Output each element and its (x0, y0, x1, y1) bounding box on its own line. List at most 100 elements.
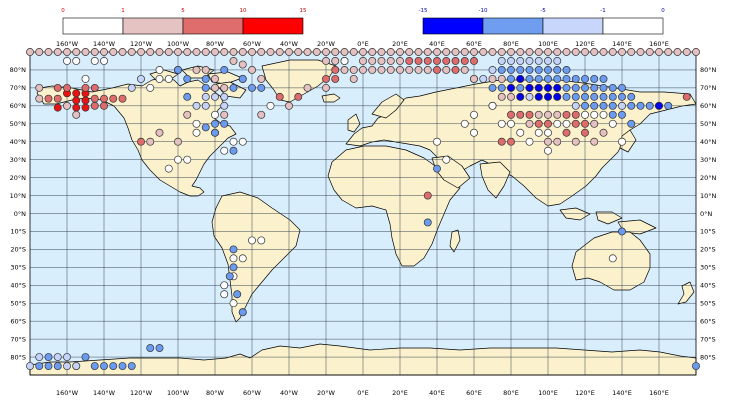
station-marker (275, 92, 284, 101)
station-marker (155, 74, 164, 83)
station-marker (581, 83, 589, 92)
station-marker (534, 119, 543, 128)
station-marker (451, 65, 460, 74)
station-marker (562, 119, 571, 128)
lat-tick-label-right: 50°N (700, 120, 717, 128)
negative-legend-swatch (542, 17, 604, 35)
lat-tick-label-right: 20°N (700, 174, 717, 182)
station-marker (211, 83, 219, 92)
lat-tick-label-right: 40°S (700, 282, 716, 290)
lon-tick-label-top: 100°W (167, 40, 190, 48)
station-marker (488, 101, 497, 110)
lat-tick-label-right: 30°S (700, 264, 716, 272)
land-india (479, 161, 511, 199)
lon-tick-label-bottom: 120°W (130, 389, 153, 397)
lat-tick-label-right: 60°N (700, 102, 717, 110)
positive-legend-swatch (182, 17, 244, 35)
negative-legend-label: -1 (600, 8, 605, 14)
station-marker (544, 92, 552, 101)
station-marker (544, 146, 552, 155)
station-marker (211, 119, 219, 128)
station-marker (44, 353, 53, 362)
station-marker (322, 83, 330, 92)
positive-legend: 0 1 5 10 15 (61, 8, 307, 35)
station-marker (497, 65, 506, 74)
station-marker (618, 48, 626, 56)
station-marker (63, 101, 71, 110)
station-marker (72, 362, 81, 370)
station-marker (553, 48, 562, 56)
station-marker (525, 48, 534, 56)
station-marker (100, 48, 108, 56)
station-marker (229, 137, 238, 146)
station-marker (608, 101, 617, 110)
station-marker (275, 48, 284, 56)
station-marker (81, 96, 90, 105)
lat-tick-label-left: 30°N (10, 156, 27, 164)
station-marker (516, 57, 525, 65)
station-marker (562, 83, 571, 92)
negative-legend-swatch (602, 17, 664, 35)
station-marker (53, 353, 62, 362)
station-marker (590, 101, 599, 110)
station-marker (497, 83, 506, 92)
station-marker (81, 353, 90, 362)
station-marker (544, 83, 552, 92)
station-marker (211, 92, 219, 101)
station-marker (497, 137, 506, 146)
lon-tick-label-top: 0°E (357, 40, 369, 48)
station-marker (63, 57, 71, 65)
station-marker (386, 65, 395, 74)
lon-tick-label-bottom: 80°E (503, 389, 519, 397)
lon-tick-label-bottom: 100°W (167, 389, 190, 397)
station-marker (599, 48, 608, 56)
station-marker (562, 65, 571, 74)
lat-tick-label-right: 50°S (700, 300, 716, 308)
station-marker (201, 83, 210, 92)
station-marker (618, 83, 626, 92)
land-africa (327, 145, 461, 267)
station-marker (63, 362, 71, 370)
station-marker (53, 362, 62, 370)
station-marker (534, 128, 543, 137)
positive-legend-label: 10 (240, 8, 247, 14)
station-marker (238, 137, 247, 146)
station-marker (155, 128, 164, 137)
station-marker (257, 83, 266, 92)
station-marker (396, 57, 404, 65)
station-marker (90, 48, 99, 56)
station-marker (525, 74, 534, 83)
station-marker (571, 74, 580, 83)
lat-tick-label-left: 80°N (10, 66, 27, 74)
lat-tick-label-left: 30°S (10, 264, 26, 272)
station-marker (488, 83, 497, 92)
station-marker (359, 57, 367, 65)
station-marker (497, 57, 506, 65)
station-marker (109, 94, 118, 103)
station-marker (507, 110, 515, 119)
station-marker (155, 65, 164, 74)
station-marker (322, 74, 330, 83)
station-marker (331, 57, 340, 65)
station-marker (229, 146, 238, 155)
station-marker (211, 128, 219, 137)
lon-tick-label-top: 140°W (93, 40, 116, 48)
lon-tick-label-bottom: 100°E (538, 389, 558, 397)
station-marker (544, 74, 552, 83)
station-marker (525, 92, 534, 101)
station-marker (525, 57, 534, 65)
station-marker (516, 92, 525, 101)
station-marker (396, 65, 404, 74)
station-marker (377, 65, 386, 74)
station-marker (340, 57, 349, 65)
station-marker (164, 164, 173, 173)
station-marker (127, 362, 136, 370)
station-marker (201, 101, 210, 110)
station-marker (544, 57, 552, 65)
station-marker (238, 254, 247, 263)
station-marker (581, 101, 589, 110)
station-marker (225, 272, 234, 281)
longitude-labels-top: 160°W 140°W 120°W 100°W 80°W 60°W 40°W 20°W 0°E 2… (56, 40, 669, 48)
longitude-labels-bottom: 160°W 140°W 120°W 100°W 80°W 60°W 40°W 20°W 0°E 2… (56, 389, 669, 397)
